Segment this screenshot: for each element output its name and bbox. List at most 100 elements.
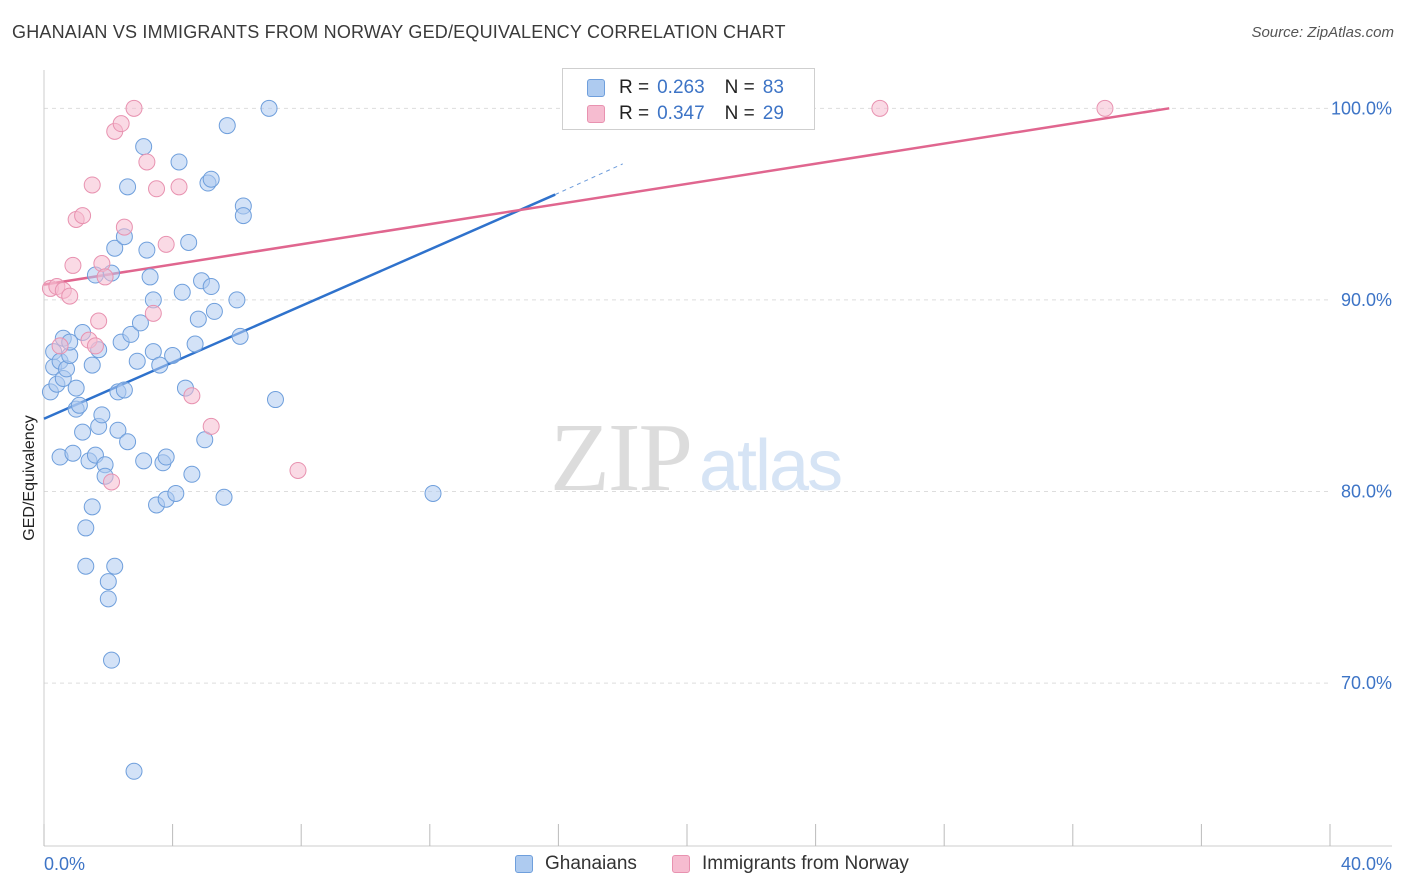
watermark: ZIP atlas [550, 400, 843, 514]
norway-trendline [43, 107, 1170, 286]
norway-point [157, 235, 175, 253]
norway-point [112, 115, 130, 133]
norway-point [103, 473, 121, 491]
ghanaian-point [109, 421, 127, 439]
ghanaian-point [83, 356, 101, 374]
ghanaian-point [180, 233, 198, 251]
ghanaian-point [141, 268, 159, 286]
ghanaian-point [170, 153, 188, 171]
ghanaian-point [260, 99, 278, 117]
norway-point [871, 99, 889, 117]
legend-r-value: 0.263 [657, 77, 705, 98]
label-layer: 70.0% 80.0% 90.0% 100.0% 0.0% 40.0% GED/Equiva… [21, 98, 1392, 874]
legend-swatch-pink [587, 105, 605, 123]
ghanaian-point [122, 325, 140, 343]
chart-source: Source: ZipAtlas.com [1251, 24, 1394, 41]
ghanaian-point [119, 433, 137, 451]
ghanaian-point [103, 651, 121, 669]
ghanaian-point [135, 452, 153, 470]
norway-point [125, 99, 143, 117]
ghanaian-point [205, 302, 223, 320]
norway-point [289, 461, 307, 479]
ghanaian-point [106, 557, 124, 575]
y-tick-label: 100.0% [1331, 98, 1392, 118]
legend-r-value: 0.347 [657, 103, 705, 124]
x-tick-label: 40.0% [1341, 854, 1392, 874]
ghanaian-point [131, 314, 149, 332]
grid-layer [44, 107, 1330, 684]
bottom-legend-label-ghanaians: Ghanaians [545, 853, 637, 874]
legend-r-key: R = [619, 103, 650, 124]
ghanaian-point [215, 488, 233, 506]
ghanaian-point [424, 484, 442, 502]
y-tick-label: 70.0% [1341, 673, 1392, 693]
norway-point [138, 153, 156, 171]
norway-point [61, 287, 79, 305]
norway-point [96, 268, 114, 286]
ghanaian-point [186, 335, 204, 353]
legend-n-key: N = [724, 77, 755, 98]
legend-r-key: R = [619, 77, 650, 98]
norway-point [90, 312, 108, 330]
ghanaian-point [218, 117, 236, 135]
ghanaian-point [202, 170, 220, 188]
ghanaian-point [266, 391, 284, 409]
ghanaian-point [83, 498, 101, 516]
norway-point [115, 218, 133, 236]
ghanaian-trendline [43, 193, 556, 420]
axis-layer [43, 70, 1392, 847]
ghanaian-point [67, 379, 85, 397]
bottom-legend-swatch-pink [672, 855, 690, 873]
norway-point [1096, 99, 1114, 117]
ghanaian-trendline-extension [554, 163, 623, 195]
point-layer [41, 99, 1114, 780]
norway-point [74, 207, 92, 225]
ghanaian-point [99, 573, 117, 591]
ghanaian-point [228, 291, 246, 309]
ghanaian-point [128, 352, 146, 370]
ghanaian-point [167, 484, 185, 502]
chart-title: GHANAIAN VS IMMIGRANTS FROM NORWAY GED/E… [12, 22, 786, 42]
ghanaian-point [183, 465, 201, 483]
ghanaian-point [234, 207, 252, 225]
ghanaian-point [70, 396, 88, 414]
norway-point [144, 304, 162, 322]
norway-point [183, 387, 201, 405]
ghanaian-point [64, 444, 82, 462]
ghanaian-point [93, 406, 111, 424]
bottom-legend-ghanaians: Ghanaians [515, 852, 637, 876]
ghanaian-point [189, 310, 207, 328]
legend-n-value: 83 [762, 77, 784, 98]
y-axis-title: GED/Equivalency [21, 415, 38, 540]
ghanaian-point [138, 241, 156, 259]
norway-point [83, 176, 101, 194]
legend-swatch-blue [587, 79, 605, 97]
norway-point [64, 256, 82, 274]
norway-point [170, 178, 188, 196]
watermark-zip: ZIP [550, 404, 693, 512]
ghanaian-point [77, 557, 95, 575]
x-tick-label: 0.0% [44, 854, 85, 874]
ghanaian-point [157, 448, 175, 466]
ghanaian-point [135, 138, 153, 156]
norway-point [51, 337, 69, 355]
bottom-legend-label-norway: Immigrants from Norway [702, 853, 909, 874]
ghanaian-point [173, 283, 191, 301]
ghanaian-point [231, 327, 249, 345]
norway-point [202, 417, 220, 435]
ghanaian-point [115, 381, 133, 399]
legend-n-key: N = [724, 103, 755, 124]
ghanaian-point [151, 356, 169, 374]
watermark-atlas: atlas [699, 426, 843, 506]
ghanaian-point [77, 519, 95, 537]
norway-point [148, 180, 166, 198]
bottom-legend-norway: Immigrants from Norway [672, 852, 909, 876]
norway-point [86, 337, 104, 355]
ghanaian-point [125, 762, 143, 780]
legend-row-ghanaians: R = 0.263 N = 83 [587, 77, 784, 99]
y-tick-label: 90.0% [1341, 290, 1392, 310]
legend-n-value: 29 [762, 103, 784, 124]
y-tick-label: 80.0% [1341, 482, 1392, 502]
ghanaian-point [202, 278, 220, 296]
